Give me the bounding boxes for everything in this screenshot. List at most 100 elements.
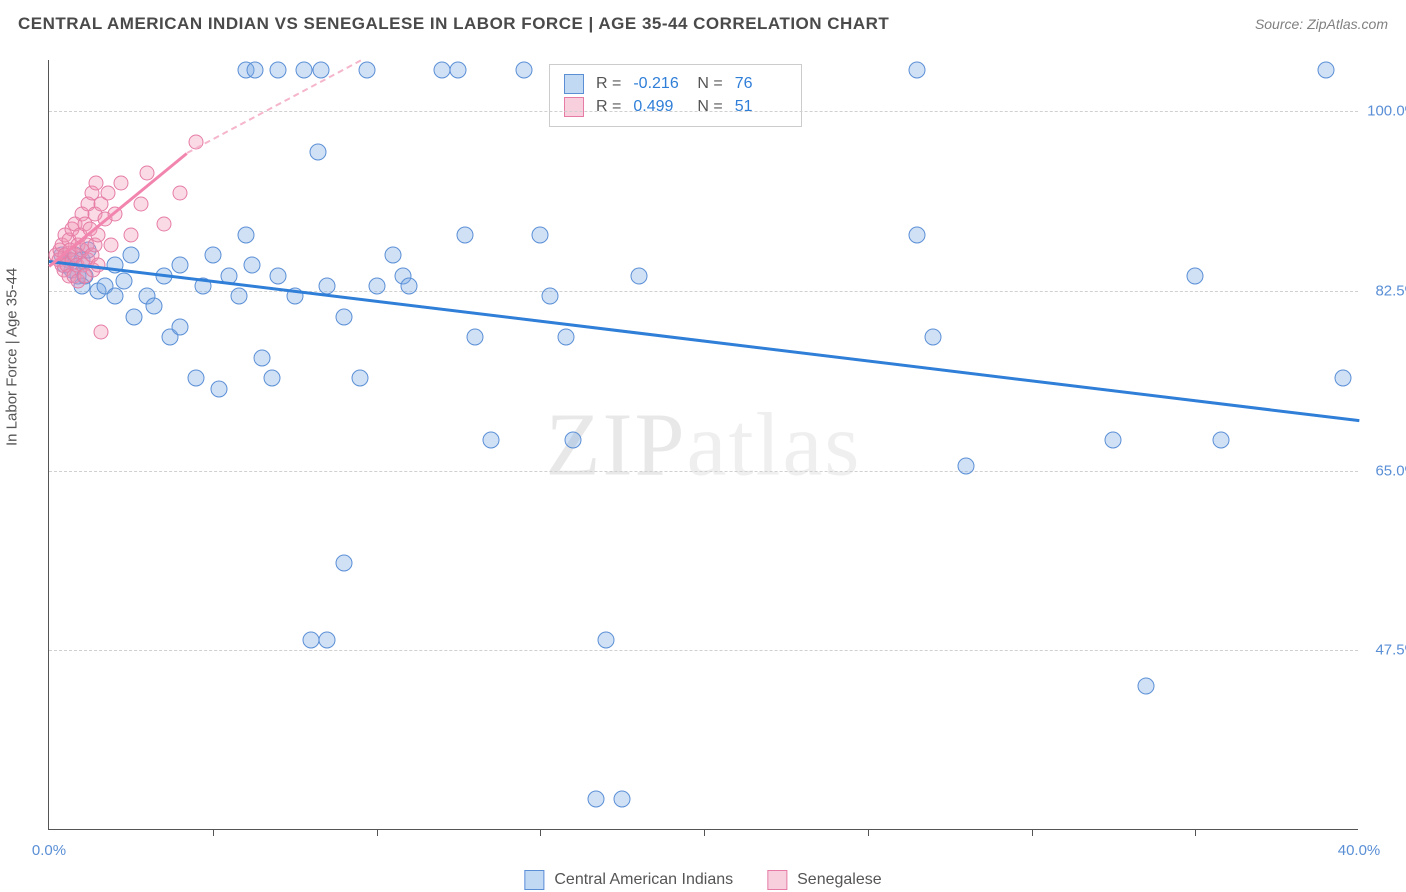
gridline-h: [49, 471, 1358, 472]
data-point-cai: [211, 380, 228, 397]
data-point-cai: [384, 247, 401, 264]
x-tick-label: 40.0%: [1338, 842, 1381, 859]
stat-n-value: 76: [735, 75, 787, 93]
data-point-cai: [296, 62, 313, 79]
data-point-cai: [106, 288, 123, 305]
data-point-cai: [1105, 431, 1122, 448]
data-point-sen: [173, 186, 188, 201]
x-tick-mark: [1195, 829, 1196, 836]
stat-r-value: -0.216: [633, 75, 685, 93]
data-point-cai: [204, 247, 221, 264]
data-point-cai: [253, 349, 270, 366]
data-point-cai: [270, 267, 287, 284]
data-point-cai: [587, 791, 604, 808]
data-point-cai: [270, 62, 287, 79]
data-point-cai: [466, 329, 483, 346]
data-point-cai: [958, 457, 975, 474]
header: CENTRAL AMERICAN INDIAN VS SENEGALESE IN…: [0, 0, 1406, 48]
data-point-cai: [1334, 370, 1351, 387]
data-point-cai: [230, 288, 247, 305]
gridline-h: [49, 111, 1358, 112]
data-point-cai: [925, 329, 942, 346]
data-point-cai: [1318, 62, 1335, 79]
data-point-cai: [630, 267, 647, 284]
data-point-cai: [908, 62, 925, 79]
stat-n-label: N =: [697, 98, 722, 116]
data-point-cai: [558, 329, 575, 346]
data-point-cai: [542, 288, 559, 305]
data-point-sen: [123, 227, 138, 242]
x-tick-mark: [213, 829, 214, 836]
stat-n-value: 51: [735, 98, 787, 116]
data-point-cai: [335, 308, 352, 325]
stats-row: R = -0.216 N = 76: [564, 74, 787, 94]
data-point-sen: [94, 325, 109, 340]
watermark-thin: atlas: [687, 395, 862, 494]
data-point-cai: [319, 632, 336, 649]
data-point-cai: [597, 632, 614, 649]
stat-r-value: 0.499: [633, 98, 685, 116]
legend-swatch: [524, 870, 544, 890]
stat-r-label: R =: [596, 75, 621, 93]
data-point-cai: [145, 298, 162, 315]
data-point-sen: [100, 186, 115, 201]
data-point-cai: [188, 370, 205, 387]
data-point-cai: [1138, 678, 1155, 695]
data-point-cai: [116, 272, 133, 289]
legend-label: Central American Indians: [554, 871, 733, 889]
stat-r-label: R =: [596, 98, 621, 116]
data-point-cai: [450, 62, 467, 79]
watermark: ZIPatlas: [546, 393, 862, 496]
gridline-h: [49, 650, 1358, 651]
source-label: Source: ZipAtlas.com: [1255, 16, 1388, 32]
x-tick-mark: [377, 829, 378, 836]
y-tick-label: 47.5%: [1363, 642, 1406, 659]
x-tick-label: 0.0%: [32, 842, 66, 859]
data-point-cai: [172, 257, 189, 274]
legend-label: Senegalese: [797, 871, 882, 889]
data-point-cai: [263, 370, 280, 387]
data-point-cai: [1213, 431, 1230, 448]
legend-swatch: [564, 97, 584, 117]
data-point-cai: [237, 226, 254, 243]
data-point-cai: [908, 226, 925, 243]
y-tick-label: 100.0%: [1363, 103, 1406, 120]
data-point-cai: [303, 632, 320, 649]
x-tick-mark: [1032, 829, 1033, 836]
legend-item: Senegalese: [767, 870, 882, 890]
data-point-sen: [156, 217, 171, 232]
data-point-cai: [335, 555, 352, 572]
correlation-stats-box: R = -0.216 N = 76 R = 0.499 N = 51: [549, 64, 802, 127]
legend-swatch: [564, 74, 584, 94]
data-point-sen: [114, 176, 129, 191]
data-point-cai: [515, 62, 532, 79]
data-point-cai: [352, 370, 369, 387]
data-point-cai: [122, 247, 139, 264]
data-point-cai: [483, 431, 500, 448]
data-point-cai: [1187, 267, 1204, 284]
data-point-cai: [456, 226, 473, 243]
data-point-cai: [309, 144, 326, 161]
chart-title: CENTRAL AMERICAN INDIAN VS SENEGALESE IN…: [18, 14, 889, 34]
legend: Central American Indians Senegalese: [524, 870, 881, 890]
data-point-cai: [244, 257, 261, 274]
trendline: [48, 153, 187, 268]
y-tick-label: 82.5%: [1363, 283, 1406, 300]
trendline: [49, 260, 1359, 422]
x-tick-mark: [868, 829, 869, 836]
data-point-cai: [565, 431, 582, 448]
x-tick-mark: [704, 829, 705, 836]
scatter-plot: ZIPatlas R =-0.216N =76R =0.499N =51 47.…: [48, 60, 1358, 830]
data-point-cai: [126, 308, 143, 325]
y-axis-label: In Labor Force | Age 35-44: [4, 268, 21, 446]
data-point-cai: [532, 226, 549, 243]
data-point-cai: [358, 62, 375, 79]
x-tick-mark: [540, 829, 541, 836]
data-point-cai: [614, 791, 631, 808]
data-point-cai: [319, 277, 336, 294]
stat-n-label: N =: [697, 75, 722, 93]
legend-swatch: [767, 870, 787, 890]
legend-item: Central American Indians: [524, 870, 733, 890]
data-point-cai: [401, 277, 418, 294]
data-point-cai: [247, 62, 264, 79]
